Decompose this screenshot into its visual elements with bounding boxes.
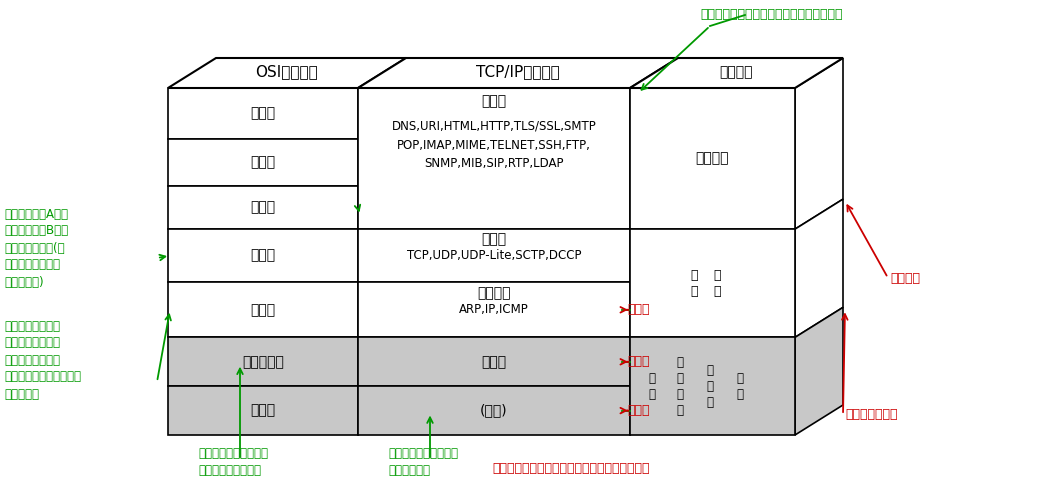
Polygon shape xyxy=(168,139,358,186)
Polygon shape xyxy=(358,229,630,282)
Text: 应用层: 应用层 xyxy=(481,94,506,108)
Text: SNMP,MIB,SIP,RTP,LDAP: SNMP,MIB,SIP,RTP,LDAP xyxy=(424,158,564,170)
Text: 集线器: 集线器 xyxy=(627,404,650,417)
Text: 会话层: 会话层 xyxy=(250,200,276,214)
Polygon shape xyxy=(630,338,795,435)
Polygon shape xyxy=(358,58,678,88)
Text: 基于物理层和数据
链路层提供的路径
中，选择合适的路
径将数据由发送主机传递
到目标主机: 基于物理层和数据 链路层提供的路径 中，选择合适的路 径将数据由发送主机传递 到… xyxy=(4,320,81,400)
Text: 互联网层: 互联网层 xyxy=(477,286,510,300)
Polygon shape xyxy=(630,199,678,282)
Text: 操
作: 操 作 xyxy=(691,269,698,298)
Polygon shape xyxy=(168,386,358,435)
Polygon shape xyxy=(168,338,358,386)
Text: 应用程序: 应用程序 xyxy=(720,65,754,79)
Polygon shape xyxy=(795,199,843,338)
Polygon shape xyxy=(358,308,406,386)
Text: 解决的是两台主机之间
的连通性问题: 解决的是两台主机之间 的连通性问题 xyxy=(388,447,458,477)
Text: 应用程序: 应用程序 xyxy=(696,152,729,166)
Text: 物理层: 物理层 xyxy=(250,404,276,417)
Polygon shape xyxy=(630,88,795,229)
Polygon shape xyxy=(168,88,358,139)
Polygon shape xyxy=(358,338,630,386)
Polygon shape xyxy=(358,156,406,229)
Text: 解决让两台主机能够在
局域网中通信的问题: 解决让两台主机能够在 局域网中通信的问题 xyxy=(198,447,268,477)
Polygon shape xyxy=(358,252,406,338)
Text: TCP,UDP,UDP-Lite,SCTP,DCCP: TCP,UDP,UDP-Lite,SCTP,DCCP xyxy=(407,248,582,262)
Polygon shape xyxy=(358,282,630,338)
Polygon shape xyxy=(630,229,795,338)
Text: 表示层: 表示层 xyxy=(250,156,276,170)
Polygon shape xyxy=(795,308,843,435)
Polygon shape xyxy=(795,58,843,229)
Polygon shape xyxy=(168,282,358,338)
Text: 交换机: 交换机 xyxy=(627,356,650,368)
Text: 用于将信号放大，从而保证信号能够传输的更远: 用于将信号放大，从而保证信号能够传输的更远 xyxy=(492,462,650,474)
Text: 设
备: 设 备 xyxy=(649,372,655,400)
Text: DNS,URI,HTML,HTTP,TLS/SSL,SMTP: DNS,URI,HTML,HTTP,TLS/SSL,SMTP xyxy=(392,120,596,132)
Text: 用来划分碰撞域: 用来划分碰撞域 xyxy=(845,408,897,422)
Polygon shape xyxy=(630,356,678,435)
Text: 数据链路层: 数据链路层 xyxy=(242,355,284,369)
Text: OSI七层模型: OSI七层模型 xyxy=(256,64,319,80)
Text: 传输层: 传输层 xyxy=(481,232,506,246)
Text: 驱
动
程
序: 驱 动 程 序 xyxy=(677,356,683,416)
Text: 路由器: 路由器 xyxy=(627,304,650,316)
Text: POP,IMAP,MIME,TELNET,SSH,FTP,: POP,IMAP,MIME,TELNET,SSH,FTP, xyxy=(397,138,591,151)
Polygon shape xyxy=(168,229,358,282)
Polygon shape xyxy=(630,308,678,386)
Polygon shape xyxy=(168,58,406,88)
Text: 解决将数据从A主机
跨网络传输到B主机
的传输策略问题(即
传多少，怎么传，
重传等问题): 解决将数据从A主机 跨网络传输到B主机 的传输策略问题(即 传多少，怎么传， 重… xyxy=(4,208,68,288)
Text: (硬件): (硬件) xyxy=(480,404,508,417)
Text: 解决数据如何使用能够满足用户需求的问题: 解决数据如何使用能够满足用户需求的问题 xyxy=(700,8,843,22)
Polygon shape xyxy=(358,386,630,435)
Polygon shape xyxy=(358,199,406,282)
Polygon shape xyxy=(358,109,406,186)
Text: 系
统: 系 统 xyxy=(714,269,721,298)
Text: 路由选择: 路由选择 xyxy=(890,272,920,284)
Text: ARP,IP,ICMP: ARP,IP,ICMP xyxy=(459,302,529,316)
Polygon shape xyxy=(168,186,358,229)
Polygon shape xyxy=(358,356,406,435)
Text: 传输层: 传输层 xyxy=(250,248,276,262)
Text: 应用层: 应用层 xyxy=(250,106,276,120)
Polygon shape xyxy=(630,252,678,338)
Polygon shape xyxy=(630,58,843,88)
Polygon shape xyxy=(630,58,678,229)
Text: 接
口: 接 口 xyxy=(737,372,743,400)
Polygon shape xyxy=(358,58,406,139)
Text: 网络层: 网络层 xyxy=(250,303,276,317)
Polygon shape xyxy=(358,88,630,229)
Text: 及
网
络: 及 网 络 xyxy=(706,364,714,408)
Text: TCP/IP五层模型: TCP/IP五层模型 xyxy=(476,64,560,80)
Text: 网卡层: 网卡层 xyxy=(481,355,506,369)
